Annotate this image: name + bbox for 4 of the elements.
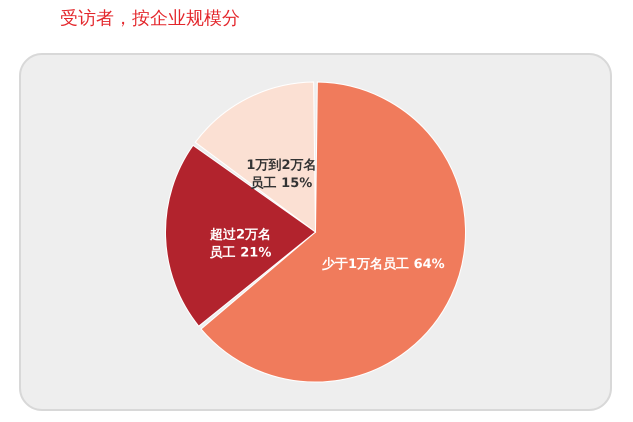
slice-label: 1万到2万名员工 15% bbox=[246, 158, 316, 192]
slice-label: 少于1万名员工 64% bbox=[321, 256, 445, 272]
chart-title: 受访者，按企业规模分 bbox=[60, 8, 240, 29]
slice-label: 超过2万名员工 21% bbox=[209, 227, 272, 260]
